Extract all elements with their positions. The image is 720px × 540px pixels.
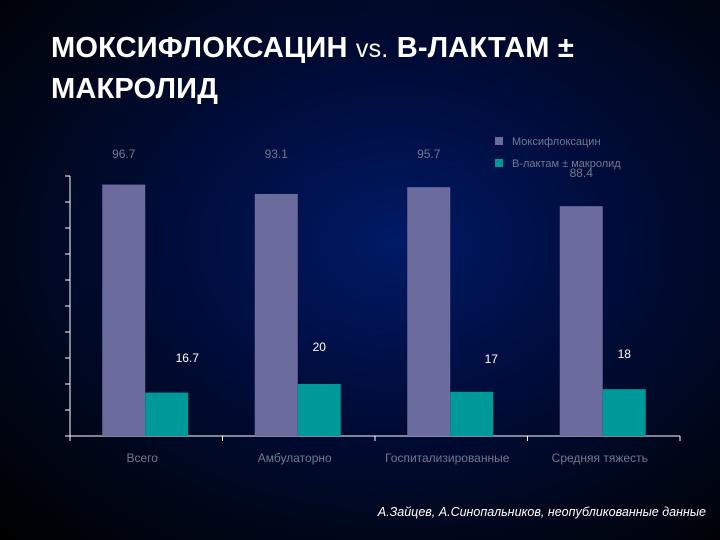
title-line2: МАКРОЛИД — [51, 73, 219, 105]
legend-label-2: В-лактам ± макролид — [512, 158, 621, 170]
bar-series2-2 — [297, 384, 341, 436]
chart-data-labels: 96.7 93.1 95.7 88.4 16.7 20 17 18 — [112, 147, 631, 366]
x-tick-label-4: Средняя тяжесть — [552, 451, 648, 465]
data-label-series1-2: 93.1 — [265, 147, 289, 161]
bar-series1-4 — [559, 206, 603, 436]
data-label-series2-2: 20 — [313, 340, 327, 354]
x-tick-label-3: Госпитализированные — [385, 451, 510, 465]
title-part1: МОКСИФЛОКСАЦИН — [51, 32, 348, 64]
bar-series2-1 — [145, 392, 189, 436]
legend-label-1: Моксифлоксацин — [512, 136, 601, 148]
bar-series1-3 — [407, 187, 451, 436]
title-part2: В-ЛАКТАМ ± — [396, 32, 574, 64]
x-tick-label-1: Всего — [127, 451, 159, 465]
bar-series2-4 — [602, 389, 646, 436]
data-label-series2-3: 17 — [485, 352, 499, 366]
bar-series1-1 — [102, 184, 146, 436]
chart-bars — [102, 184, 646, 436]
data-label-series1-1: 96.7 — [112, 147, 136, 161]
legend-swatch-1 — [495, 137, 503, 145]
bar-series1-2 — [254, 193, 298, 436]
bar-series2-3 — [450, 391, 494, 436]
title-vs: vs. — [355, 35, 389, 63]
legend-swatch-2 — [495, 159, 503, 167]
data-label-series2-4: 18 — [618, 347, 632, 361]
chart-legend: Моксифлоксацин В-лактам ± макролид — [495, 136, 621, 170]
data-label-series2-1: 16.7 — [176, 351, 200, 365]
source-footnote: А.Зайцев, А.Синопальников, неопубликован… — [377, 505, 706, 519]
data-label-series1-4: 88.4 — [570, 166, 594, 180]
x-tick-label-2: Амбулаторно — [258, 451, 332, 465]
slide-title: МОКСИФЛОКСАЦИН vs. В-ЛАКТАМ ± МАКРОЛИД — [51, 28, 701, 109]
chart-x-tick-labels: Всего Амбулаторно Госпитализированные Средн… — [127, 451, 648, 465]
data-label-series1-3: 95.7 — [417, 147, 441, 161]
